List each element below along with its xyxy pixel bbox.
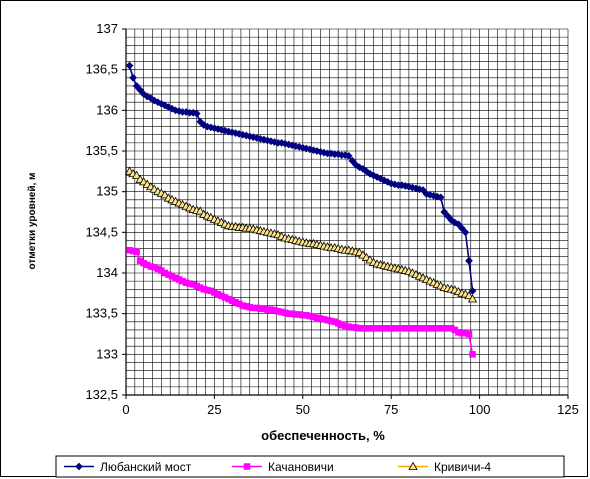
data-point bbox=[150, 96, 159, 105]
data-point bbox=[457, 224, 466, 233]
legend-item-2: Качановичи bbox=[232, 460, 334, 474]
y-tick-label: 136 bbox=[96, 102, 118, 117]
legend-label: Качановичи bbox=[268, 460, 334, 474]
legend: Любанский мост Качановичи Кривичи-4 bbox=[55, 455, 565, 478]
data-point bbox=[467, 294, 478, 303]
data-point bbox=[469, 351, 476, 358]
data-point bbox=[419, 186, 427, 194]
y-tick-label: 132,5 bbox=[85, 387, 118, 402]
legend-label: Кривичи-4 bbox=[434, 460, 491, 474]
x-tick-label: 0 bbox=[122, 402, 129, 417]
legend-marker bbox=[408, 461, 418, 470]
data-point bbox=[436, 193, 445, 202]
series-lines bbox=[124, 61, 478, 358]
axes: 132,5 133 133,5 134 134,5 135 135,5 136 136,5 137… bbox=[85, 21, 578, 417]
series-3 bbox=[124, 166, 478, 303]
data-point bbox=[454, 220, 463, 229]
y-tick-label: 134 bbox=[96, 265, 118, 280]
data-point bbox=[125, 61, 134, 70]
data-point bbox=[139, 90, 148, 99]
data-point bbox=[358, 164, 367, 173]
y-tick-label: 136,5 bbox=[85, 62, 118, 77]
data-point bbox=[192, 109, 201, 118]
y-tick-label: 133,5 bbox=[85, 306, 118, 321]
data-point bbox=[348, 156, 357, 165]
data-point bbox=[132, 81, 141, 90]
data-point bbox=[380, 176, 389, 185]
data-point bbox=[461, 228, 470, 237]
data-point bbox=[369, 171, 378, 180]
grid bbox=[125, 28, 569, 396]
x-tick-label: 125 bbox=[557, 402, 579, 417]
data-point bbox=[465, 330, 473, 338]
y-tick-label: 134,5 bbox=[85, 224, 118, 239]
y-axis-title: отметки уровней, м bbox=[27, 173, 38, 270]
legend-item-1: Любанский мост bbox=[64, 460, 192, 474]
x-tick-label: 25 bbox=[207, 402, 221, 417]
series-line bbox=[128, 65, 474, 291]
y-tick-label: 137 bbox=[96, 21, 118, 36]
y-tick-label: 133 bbox=[96, 346, 118, 361]
series-1 bbox=[125, 61, 477, 295]
y-tick-label: 135,5 bbox=[85, 143, 118, 158]
series-line bbox=[129, 249, 474, 355]
data-point bbox=[351, 160, 360, 169]
legend-marker bbox=[75, 462, 83, 471]
x-tick-label: 50 bbox=[296, 402, 310, 417]
data-point bbox=[465, 256, 473, 265]
data-point bbox=[443, 212, 452, 221]
data-point bbox=[373, 173, 382, 181]
data-point bbox=[450, 218, 459, 227]
data-point bbox=[146, 94, 155, 103]
legend-marker bbox=[243, 463, 251, 470]
data-point bbox=[344, 151, 353, 160]
y-tick-label: 135 bbox=[96, 184, 118, 199]
data-point bbox=[129, 73, 138, 82]
x-tick-label: 75 bbox=[384, 402, 398, 417]
data-point bbox=[131, 170, 142, 179]
legend-box bbox=[55, 455, 565, 478]
data-point bbox=[133, 248, 140, 256]
x-axis-title: обеспеченность, % bbox=[261, 428, 385, 443]
x-tick-label: 100 bbox=[469, 402, 491, 417]
series-2 bbox=[126, 246, 476, 358]
data-point bbox=[440, 208, 449, 216]
legend-label: Любанский мост bbox=[100, 460, 192, 474]
legend-item-3: Кривичи-4 bbox=[398, 460, 491, 474]
data-point bbox=[355, 163, 364, 172]
data-point bbox=[136, 86, 145, 94]
